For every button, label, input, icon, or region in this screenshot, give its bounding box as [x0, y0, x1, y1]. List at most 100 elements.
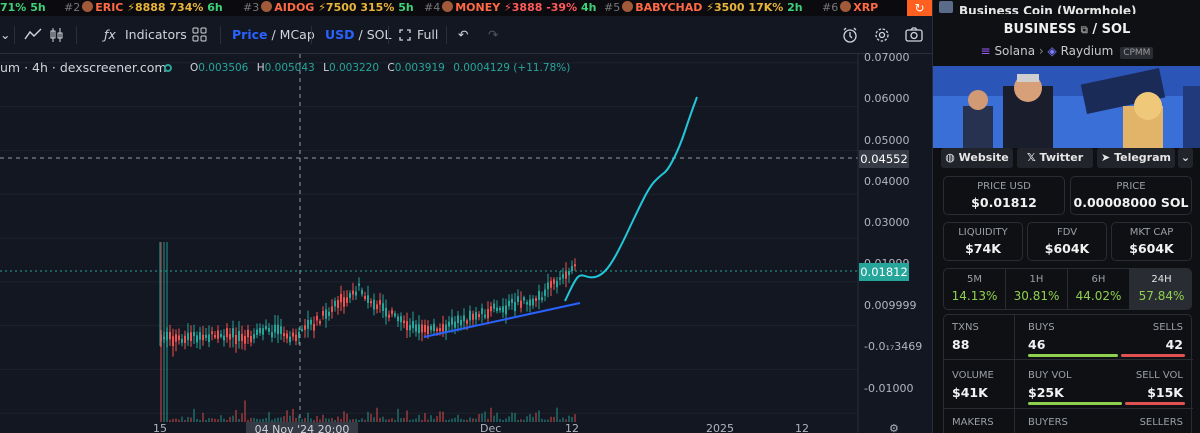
chart-canvas[interactable] [0, 54, 932, 433]
scale-settings-icon[interactable]: ⚙ [889, 422, 899, 433]
ohlc-readout: O0.003506 H0.005043 L0.003220 C0.003919 … [190, 62, 575, 74]
candle-body [319, 320, 321, 324]
volume-bar [508, 416, 510, 422]
candle-body [376, 304, 378, 310]
divider [220, 26, 221, 44]
redo-icon[interactable]: ↷ [488, 27, 499, 42]
volume-bar [517, 419, 519, 422]
layout-grid-icon[interactable] [192, 16, 208, 54]
buys-ratio-bar [1028, 354, 1118, 357]
ohlc-high-label: H [256, 62, 265, 74]
website-link[interactable]: ◍ Website [941, 148, 1013, 168]
trend-line-drawing[interactable] [423, 302, 581, 338]
price-usd-label: PRICE USD [977, 181, 1031, 192]
ticker-item[interactable]: #4 MONEY ⚡3888 -39% 4h [424, 0, 596, 16]
volume-bar [442, 411, 444, 422]
refresh-icon[interactable]: ↻ [907, 0, 932, 16]
candle-body [448, 321, 450, 327]
candle-body [427, 325, 429, 335]
telegram-icon: ➤ [1101, 151, 1111, 164]
tab-1h[interactable]: 1H 30.81% [1006, 269, 1068, 309]
undo-icon[interactable]: ↶ [458, 27, 469, 42]
buys-value: 46 [1028, 337, 1046, 352]
candle-body [178, 335, 180, 341]
tab-change: 30.81% [1013, 289, 1060, 303]
price-option[interactable]: Price [232, 27, 268, 42]
ticker-rank: #6 [822, 1, 839, 14]
dex-link[interactable]: Raydium [1060, 44, 1114, 58]
ticker-item[interactable]: #5 BABYCHAD ⚡3500 17K% 2h [604, 0, 803, 16]
volume-bar [397, 408, 399, 422]
ohlc-low-label: L [323, 62, 329, 74]
candle-body [163, 336, 165, 340]
candle-body [205, 334, 207, 338]
ticker-item[interactable]: #3 AIDOG ⚡7500 315% 5h [243, 0, 414, 16]
copy-icon[interactable]: ⧉ [1080, 25, 1088, 36]
ticker-name: XRP [853, 1, 879, 14]
twitter-link[interactable]: 𝕏 Twitter [1017, 148, 1093, 168]
price-chart[interactable]: um · 4h · dexscreener.com O0.003506 H0.0… [0, 51, 932, 433]
chevron-down-icon[interactable]: ⌄ [0, 27, 11, 42]
volume-bar [541, 418, 543, 422]
volume-bar [367, 411, 369, 422]
tab-24h[interactable]: 24H 57.84% [1130, 269, 1191, 309]
indicators-icon[interactable]: ƒx [104, 27, 116, 42]
candle-body [187, 332, 189, 341]
twitter-label: Twitter [1039, 151, 1084, 164]
tab-5m[interactable]: 5M 14.13% [944, 269, 1006, 309]
pair-quote: SOL [1101, 22, 1131, 37]
usd-option[interactable]: USD [325, 27, 355, 42]
mcap-box: MKT CAP $604K [1111, 222, 1192, 261]
chevron-down-icon[interactable]: ⌄ [1178, 148, 1193, 168]
volume-bar [505, 418, 507, 422]
tab-label: 1H [1029, 274, 1044, 285]
volume-bar [358, 419, 360, 422]
drawn-projection-line[interactable] [564, 96, 698, 302]
gear-icon[interactable] [874, 16, 892, 54]
price-axis-label: 0.03000 [864, 216, 910, 229]
volume-bar [193, 408, 195, 422]
candle-body [409, 325, 411, 331]
candle-body [307, 320, 309, 329]
candle-body [532, 298, 534, 306]
volume-bar [337, 416, 339, 422]
visibility-toggle-icon[interactable] [164, 64, 172, 72]
currency-toggle[interactable]: USD / SOL [325, 27, 392, 42]
volume-bar [535, 412, 537, 422]
ticker-item[interactable]: #2 ERIC ⚡8888 734% 6h [64, 0, 223, 16]
volume-bar [277, 417, 279, 422]
tab-6h[interactable]: 6H 44.02% [1068, 269, 1130, 309]
candlestick-icon[interactable] [50, 16, 66, 54]
line-chart-icon[interactable] [24, 16, 44, 54]
candle-body [286, 333, 288, 339]
volume-bar [319, 419, 321, 422]
ticker-item[interactable]: #6 XRP [822, 0, 878, 16]
mcap-option[interactable]: MCap [279, 27, 315, 42]
ticker-time: 4h [580, 1, 597, 14]
price-mcap-toggle[interactable]: Price / MCap [232, 27, 315, 42]
candle-body [295, 334, 297, 342]
candle-body [478, 313, 480, 318]
volume-bar [205, 419, 207, 422]
candle-body [559, 277, 561, 280]
price-usd-value: $0.01812 [971, 195, 1037, 210]
indicators-button[interactable]: Indicators [125, 27, 187, 42]
candle-body [418, 324, 420, 334]
ohlc-open: 0.003506 [198, 62, 249, 74]
full-button[interactable]: Full [417, 27, 439, 42]
volume-bar [343, 411, 345, 422]
chain-link[interactable]: Solana [994, 44, 1036, 58]
ticker-item[interactable]: 71% 5h [0, 0, 46, 16]
candle-body [364, 296, 366, 299]
price-sol-box: PRICE 0.00008000 SOL [1070, 176, 1192, 215]
volume-bar [199, 419, 201, 422]
tab-change: 57.84% [1138, 289, 1185, 303]
fullscreen-icon[interactable] [399, 16, 413, 54]
candle-body [529, 299, 531, 306]
volume-bar [355, 418, 357, 422]
sol-option[interactable]: SOL [366, 27, 392, 42]
alarm-clock-icon[interactable] [842, 16, 860, 54]
camera-icon[interactable] [905, 16, 925, 54]
telegram-link[interactable]: ➤ Telegram [1097, 148, 1175, 168]
